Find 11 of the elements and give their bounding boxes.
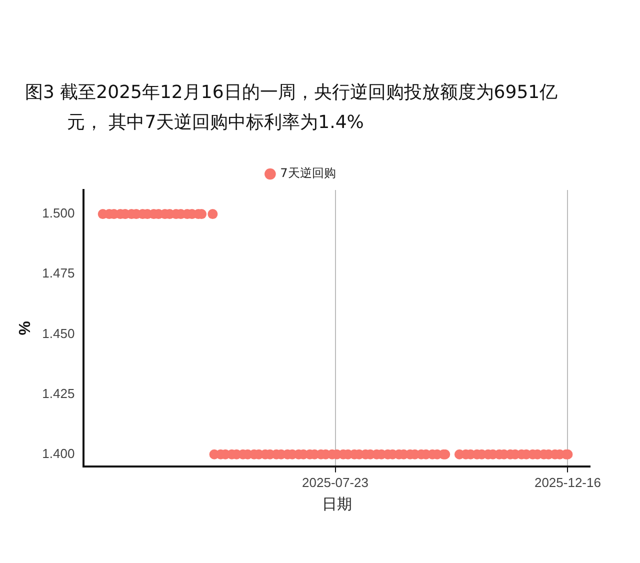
y-tick-label: 1.475 <box>42 266 75 281</box>
y-tick-label: 1.500 <box>42 206 75 221</box>
y-tick-label: 1.400 <box>42 446 75 461</box>
x-axis-title: 日期 <box>322 494 352 513</box>
x-tick-label: 2025-12-16 <box>534 474 601 490</box>
y-tick-label: 1.450 <box>42 326 75 341</box>
chart-title: 图3 截至2025年12月16日的一周，央行逆回购投放额度为6951亿元， 其中7天逆回购中标利率为1.4% <box>25 81 559 135</box>
x-tick-label: 2025-07-23 <box>302 474 369 490</box>
y-axis-title: % <box>17 321 34 336</box>
legend-label: 7天逆回购 <box>280 166 336 180</box>
y-tick-label: 1.425 <box>42 386 75 401</box>
